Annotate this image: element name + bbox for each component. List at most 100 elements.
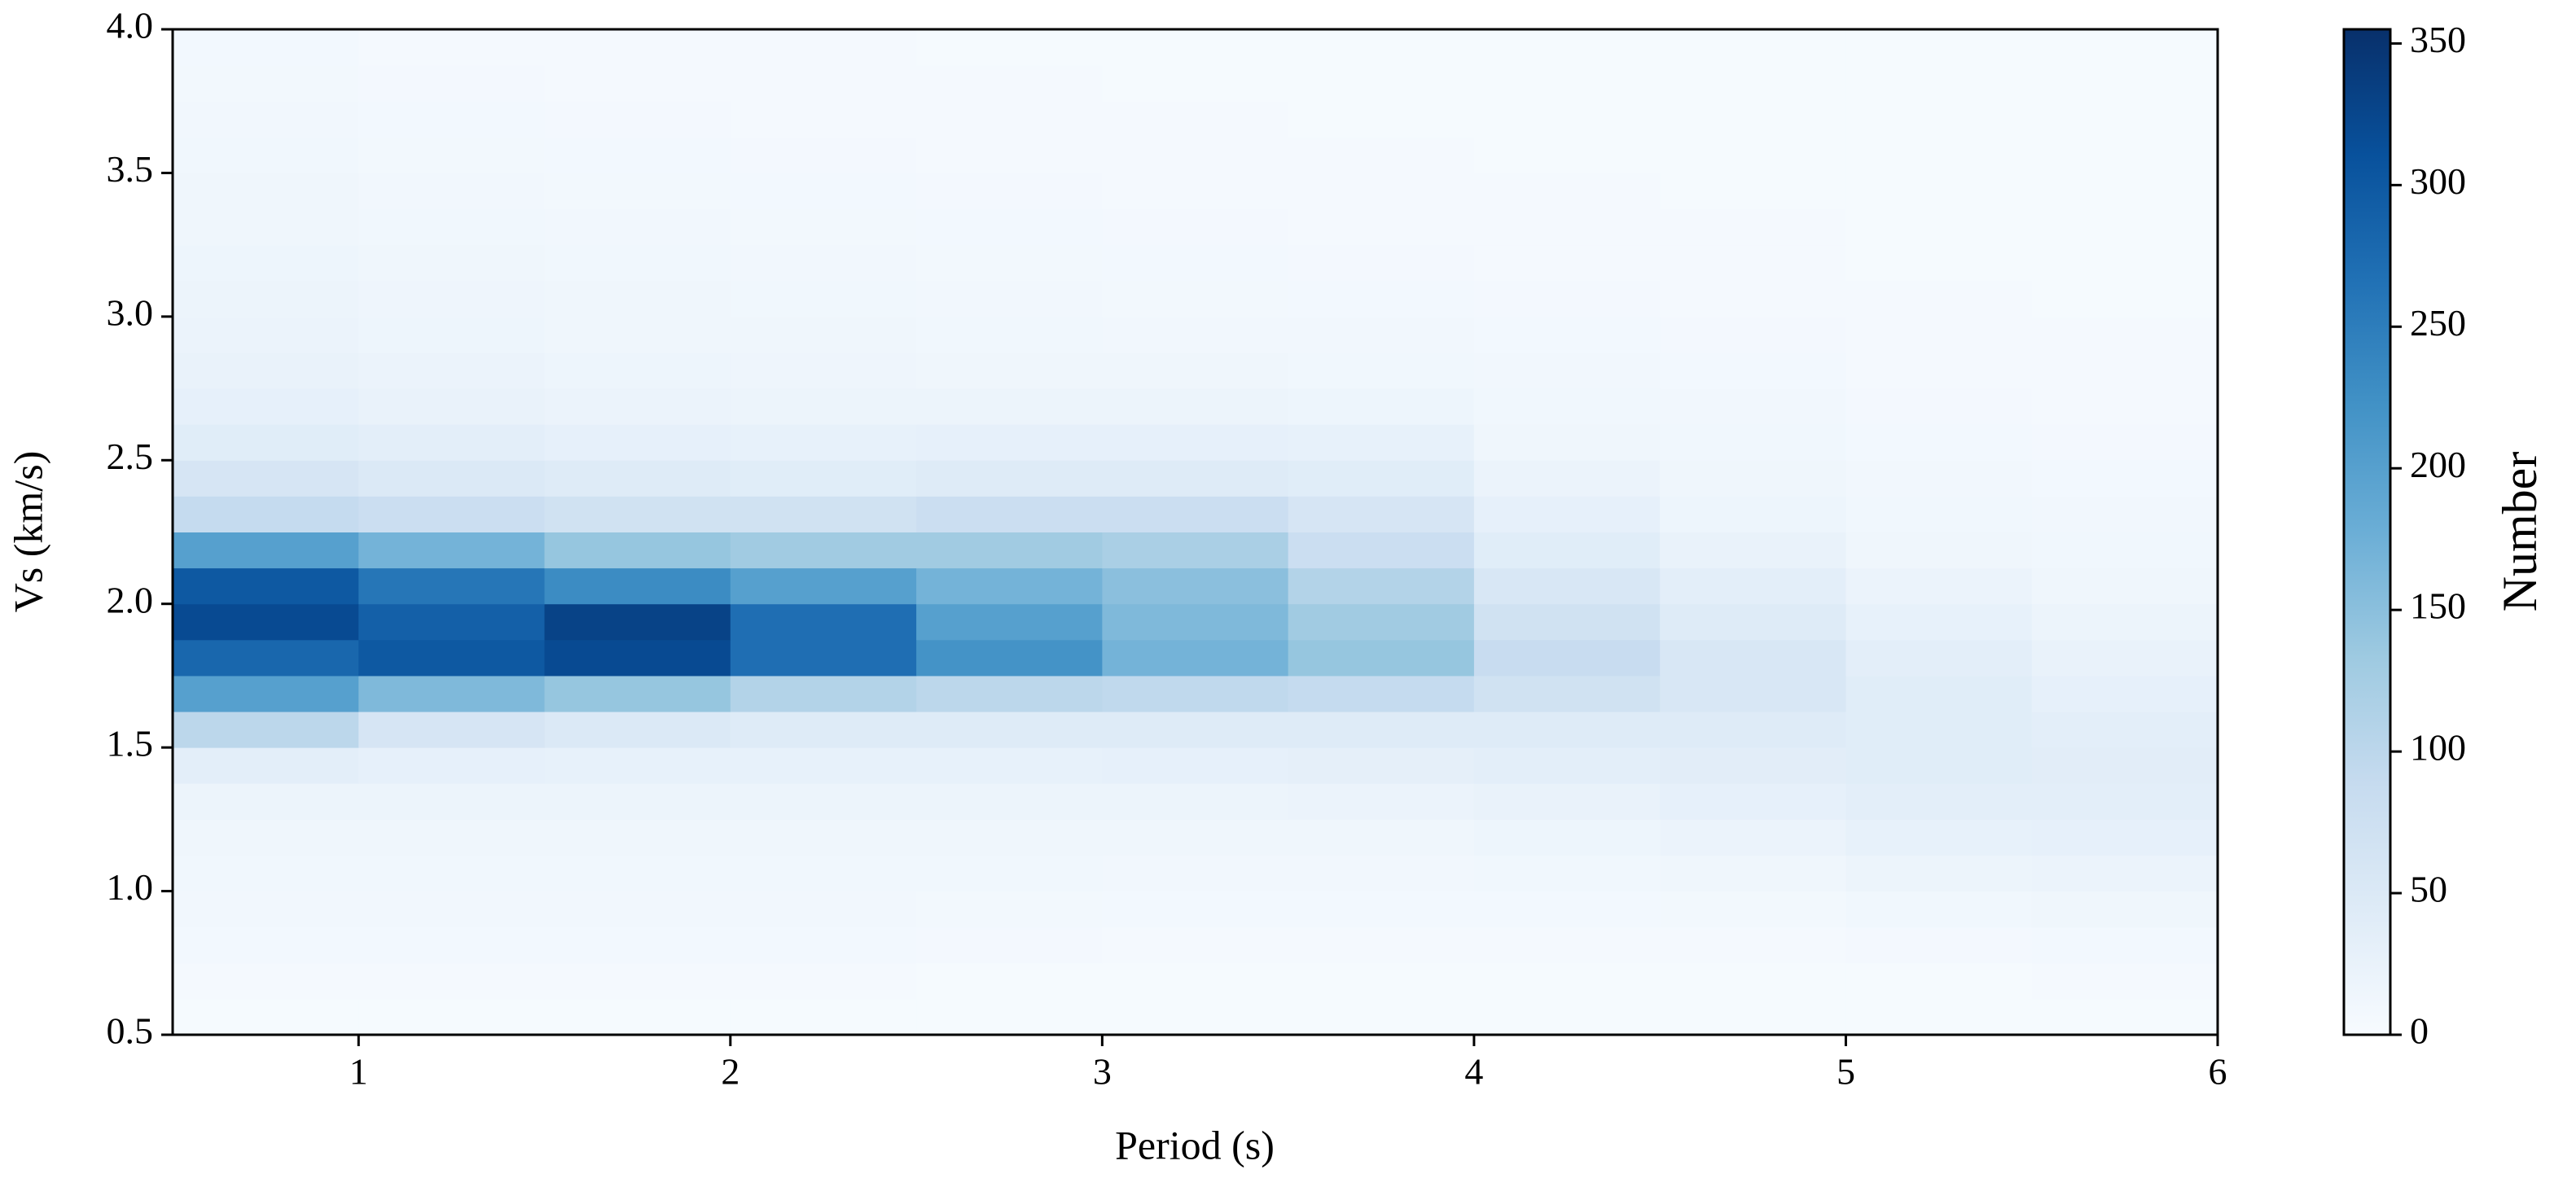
heatmap-cell [544,244,731,282]
heatmap-cell [1288,747,1475,784]
heatmap-cell [1288,998,1475,1036]
heatmap-cell [173,424,359,461]
heatmap-cell [1102,316,1289,353]
heatmap-cell [358,460,546,497]
heatmap-cell [544,783,731,820]
heatmap-cell [1288,783,1475,820]
heatmap-cell [1102,998,1289,1036]
heatmap-cell [1473,424,1661,461]
heatmap-cell [173,208,359,246]
heatmap-cell [544,639,731,677]
heatmap-cell [730,65,917,102]
heatmap-cell [1660,855,1846,892]
heatmap-cell [1660,29,1846,66]
heatmap-cell [1102,855,1289,892]
heatmap-cell [1660,532,1846,569]
heatmap-cell [173,675,359,712]
heatmap-cell [916,926,1103,964]
heatmap-cell [1660,603,1846,641]
heatmap-cell [1845,244,2033,282]
heatmap-cell [916,65,1103,102]
heatmap-cell [1473,173,1661,210]
heatmap-cell [1288,352,1475,389]
heatmap-cell [1473,460,1661,497]
heatmap-cell [173,137,359,173]
heatmap-cell [1845,137,2033,173]
heatmap-cell [1102,603,1289,641]
heatmap-cell [916,29,1103,66]
y-tick-label: 4.0 [107,5,154,46]
y-tick-label: 2.0 [107,579,154,620]
heatmap-cell [358,962,546,1000]
heatmap-cell [358,819,546,856]
heatmap-cell [544,65,731,102]
heatmap-cell [2031,819,2218,856]
heatmap-cell [1288,855,1475,892]
heatmap-cell [173,998,359,1036]
heatmap-cell [730,280,917,318]
heatmap-cell [173,532,359,569]
heatmap-cell [358,926,546,964]
heatmap-cell [1845,424,2033,461]
heatmap-cell [358,675,546,712]
heatmap-cell [1845,675,2033,712]
heatmap-cell [1102,208,1289,246]
heatmap-cell [2031,388,2218,425]
heatmap-cell [544,819,731,856]
heatmap-cell [173,280,359,318]
heatmap-cell [1102,460,1289,497]
heatmap-cell [730,962,917,1000]
heatmap-cell [1288,532,1475,569]
heatmap-cell [173,244,359,282]
heatmap-cell [544,101,731,138]
heatmap-cell [2031,208,2218,246]
heatmap-cell [1102,65,1289,102]
heatmap-cell [2031,316,2218,353]
heatmap-cell [2031,424,2218,461]
heatmap-cell [173,101,359,138]
heatmap-cell [1845,567,2033,605]
heatmap-cell [730,137,917,173]
heatmap-cell [1288,675,1475,712]
heatmap-cell [730,460,917,497]
heatmap-cell [1660,424,1846,461]
heatmap-cell [916,352,1103,389]
heatmap-cell [544,532,731,569]
heatmap-cell [1473,675,1661,712]
heatmap-cell [358,891,546,928]
heatmap-cell [1288,173,1475,210]
x-tick-label: 5 [1837,1051,1855,1093]
heatmap-cell [730,675,917,712]
y-tick-label: 1.0 [107,866,154,908]
x-tick-label: 6 [2209,1051,2227,1093]
heatmap-cell [1845,603,2033,641]
colorbar-tick-label: 0 [2410,1010,2429,1052]
heatmap-cell [173,316,359,353]
heatmap-cell [2031,496,2218,532]
heatmap-cell [916,819,1103,856]
heatmap-cell [1845,280,2033,318]
heatmap-cell [1473,101,1661,138]
heatmap-cell [544,424,731,461]
heatmap-cell [1288,424,1475,461]
heatmap-cell [1288,460,1475,497]
heatmap-cell [358,137,546,173]
heatmap-cell [730,855,917,892]
heatmap-cell [916,460,1103,497]
heatmap-cell [730,244,917,282]
heatmap-cell [730,424,917,461]
heatmap-cell [173,496,359,532]
heatmap-cell [1660,208,1846,246]
heatmap-cell [1473,567,1661,605]
heatmap-cell [1102,244,1289,282]
heatmap-cell [358,747,546,784]
colorbar-tick-label: 200 [2410,444,2466,485]
heatmap-cell [1473,137,1661,173]
colorbar-tick-label: 50 [2410,869,2447,910]
heatmap-cell [1288,603,1475,641]
heatmap-cell [730,926,917,964]
y-tick-label: 2.5 [107,436,154,477]
heatmap-cell [1102,532,1289,569]
heatmap-cell [173,567,359,605]
heatmap-cell [173,819,359,856]
